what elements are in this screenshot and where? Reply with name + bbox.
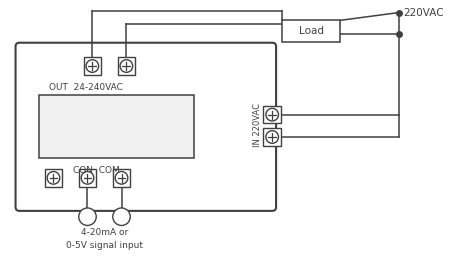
Text: 4-20mA or
0-5V signal input: 4-20mA or 0-5V signal input	[66, 228, 143, 250]
Circle shape	[79, 208, 96, 225]
Bar	[113, 169, 130, 187]
Text: OUT  24-240VAC: OUT 24-240VAC	[49, 83, 122, 92]
Text: CON  COM: CON COM	[73, 166, 120, 175]
Circle shape	[115, 172, 128, 184]
Circle shape	[113, 208, 130, 225]
Text: 220VAC: 220VAC	[404, 7, 444, 18]
Bar	[84, 57, 101, 75]
FancyBboxPatch shape	[16, 43, 276, 211]
Text: +: +	[83, 212, 92, 222]
Text: −: −	[116, 210, 127, 223]
Bar	[263, 128, 281, 146]
Text: IN 220VAC: IN 220VAC	[253, 103, 262, 147]
Bar	[39, 95, 194, 158]
Circle shape	[120, 60, 133, 72]
Circle shape	[266, 108, 279, 121]
Circle shape	[47, 172, 60, 184]
Bar	[282, 20, 340, 42]
Bar	[117, 57, 135, 75]
Bar	[79, 169, 96, 187]
Bar	[45, 169, 62, 187]
Circle shape	[266, 131, 279, 143]
Circle shape	[81, 172, 94, 184]
Text: Load: Load	[299, 26, 324, 36]
Bar	[263, 106, 281, 123]
Circle shape	[86, 60, 99, 72]
